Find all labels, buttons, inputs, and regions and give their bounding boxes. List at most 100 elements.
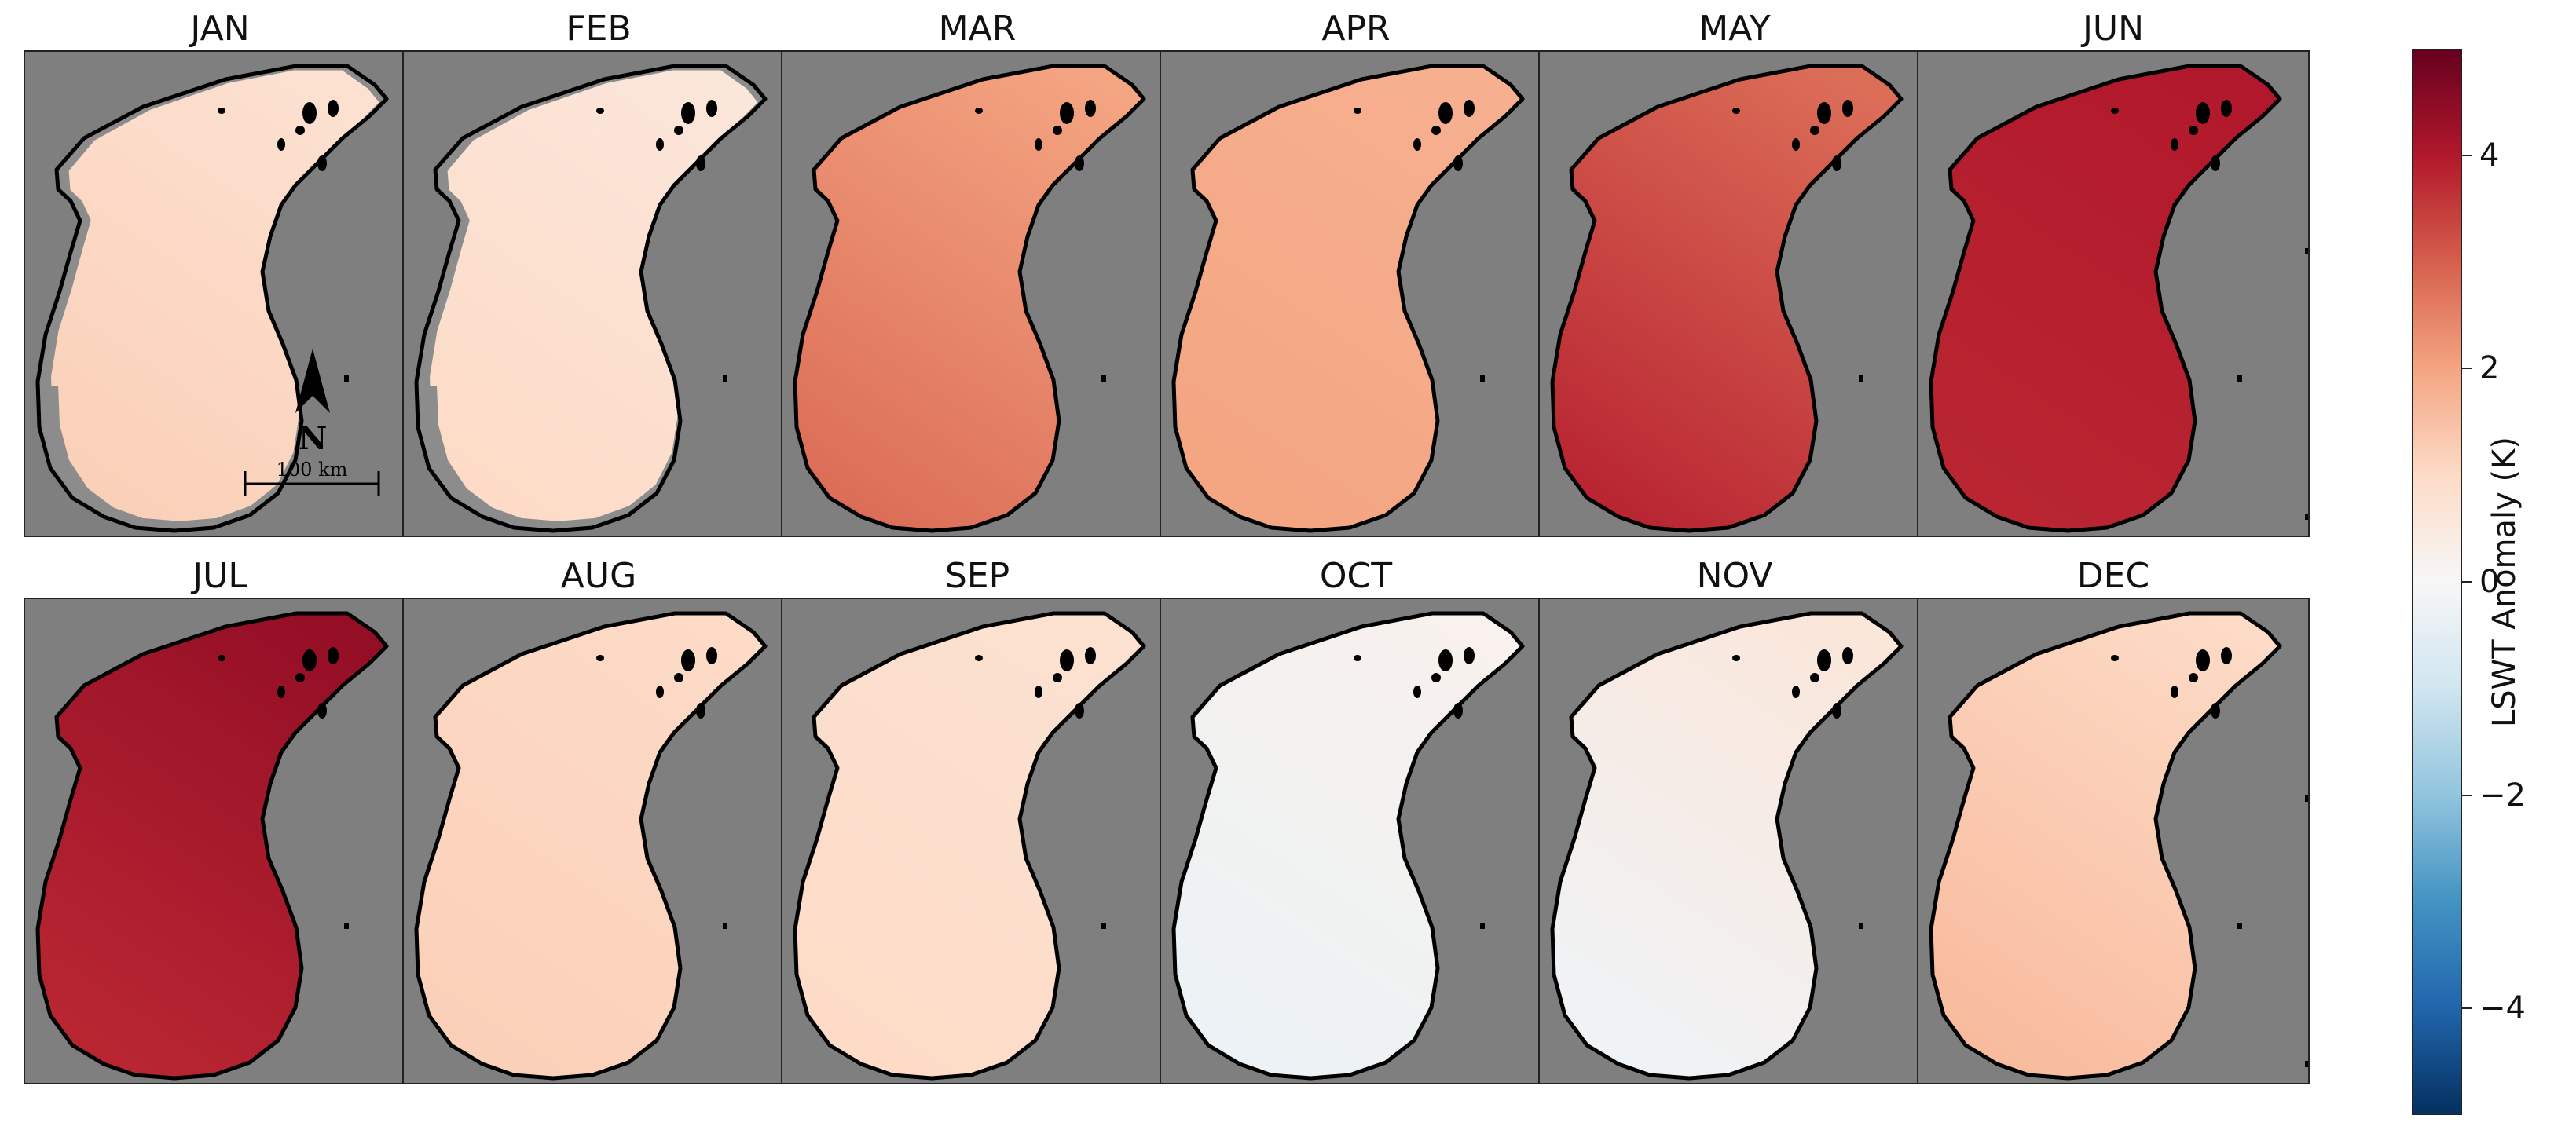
island-marker [1035,686,1042,698]
lake-surface [51,70,379,521]
lake-map-svg [1929,64,2308,533]
lake-map-svg [1550,64,1929,533]
island-marker [2211,703,2220,719]
map-panel-sep [781,598,1174,1084]
map-panel-jul [24,598,416,1084]
coast-marker [344,375,349,382]
island-marker [681,649,695,671]
shoreline-outline [1929,611,2282,1081]
island-marker [317,155,327,171]
lake-map-svg [1171,64,1551,533]
shoreline-outline [35,64,389,533]
island-marker [328,647,339,664]
island-marker [596,655,604,661]
panel-title-mar: MAR [938,9,1017,49]
island-marker [1453,155,1463,171]
island-marker [975,108,983,114]
island-marker [1413,686,1421,698]
colorbar-tick-label: 2 [2479,350,2500,387]
panel-title-sep: SEP [944,556,1010,596]
coast-marker [2305,514,2308,520]
island-marker [2196,649,2210,671]
lake-map-svg [1929,611,2308,1081]
island-marker [295,126,305,135]
island-marker [674,673,683,682]
panel-title-aug: AUG [560,556,637,596]
panel-title-jan: JAN [190,9,250,49]
lake-surface [430,70,758,521]
scale-bar [244,471,380,496]
map-panel-mar [781,50,1174,537]
island-marker [317,703,327,719]
island-marker [328,100,339,117]
island-marker [1732,655,1740,661]
island-marker [674,126,683,135]
island-marker [696,155,705,171]
island-marker [277,138,285,151]
island-marker [1413,138,1421,151]
lake-map-svg [793,611,1172,1081]
island-marker [218,108,225,114]
map-panel-oct [1160,598,1552,1084]
island-marker [2221,647,2232,664]
map-panel-may [1538,50,1931,537]
island-marker [1817,102,1831,124]
island-marker [1035,138,1042,151]
island-marker [1060,649,1074,671]
island-marker [1053,126,1062,135]
island-marker [975,655,983,661]
coast-marker [1859,923,1863,929]
coast-marker [2237,375,2242,382]
lake-map-svg [1171,611,1551,1081]
island-marker [706,647,717,664]
island-marker [2221,100,2232,117]
map-panel-feb [402,50,795,537]
island-marker [2189,126,2198,135]
shoreline-outline [1171,611,1525,1081]
colorbar-tick-mark [2462,1007,2472,1010]
island-marker [1842,100,1853,117]
shoreline-outline [1550,64,1904,533]
lake-map-svg [1550,611,1929,1081]
island-marker [1464,647,1475,664]
lake-map-svg [793,64,1172,533]
coast-marker [723,375,727,382]
lake-map-svg [414,611,793,1081]
island-marker [2189,673,2198,682]
island-marker [2171,686,2178,698]
island-marker [696,703,705,719]
island-marker [1817,649,1831,671]
island-marker [2196,102,2210,124]
island-marker [2171,138,2178,151]
shoreline-outline [1929,64,2282,533]
colorbar-tick-mark [2462,794,2472,796]
island-marker [1053,673,1062,682]
island-marker [1453,703,1463,719]
shoreline-outline [414,64,768,533]
panel-title-dec: DEC [2076,556,2150,596]
island-marker [1075,703,1084,719]
colorbar-tick-label: 0 [2479,564,2500,600]
island-marker [1085,647,1096,664]
island-marker [1792,686,1800,698]
island-marker [1431,126,1441,135]
colorbar-tick-label: −4 [2479,990,2526,1027]
island-marker [295,673,305,682]
map-panel-aug [402,598,795,1084]
lake-map-svg [35,611,415,1081]
map-panel-dec [1917,598,2310,1084]
island-marker [1810,673,1819,682]
shoreline-outline [1550,611,1904,1081]
shoreline-outline [35,611,389,1081]
coast-marker [2305,1061,2308,1067]
map-panel-jan: N 100 km [24,50,416,537]
colorbar-gradient [2412,49,2462,1115]
coast-marker [1480,375,1485,382]
island-marker [596,108,604,114]
island-marker [218,655,225,661]
panel-title-jul: JUL [192,556,247,596]
panel-title-nov: NOV [1696,556,1773,596]
coast-marker [2305,795,2308,802]
island-marker [1464,100,1475,117]
